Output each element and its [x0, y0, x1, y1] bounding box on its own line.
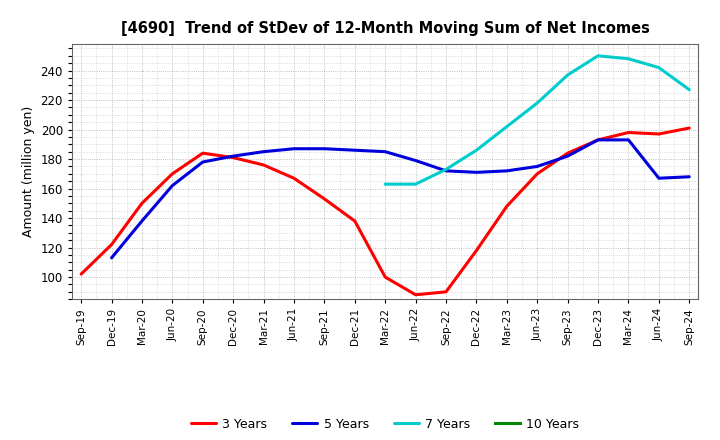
3 Years [381, 275, 390, 280]
7 Years [503, 124, 511, 129]
7 Years [411, 181, 420, 187]
3 Years [472, 248, 481, 253]
7 Years [624, 56, 633, 62]
5 Years [503, 168, 511, 173]
7 Years [563, 72, 572, 77]
5 Years [411, 158, 420, 163]
5 Years [168, 183, 176, 188]
Legend: 3 Years, 5 Years, 7 Years, 10 Years: 3 Years, 5 Years, 7 Years, 10 Years [186, 413, 585, 436]
5 Years [685, 174, 693, 180]
5 Years [472, 170, 481, 175]
3 Years [594, 137, 603, 143]
3 Years [168, 171, 176, 176]
7 Years [654, 65, 663, 70]
3 Years [77, 271, 86, 277]
5 Years [351, 147, 359, 153]
3 Years [503, 204, 511, 209]
5 Years [381, 149, 390, 154]
5 Years [138, 218, 146, 224]
3 Years [411, 292, 420, 297]
3 Years [107, 242, 116, 247]
5 Years [563, 154, 572, 159]
5 Years [107, 255, 116, 260]
3 Years [199, 150, 207, 156]
5 Years [441, 168, 450, 173]
5 Years [229, 154, 238, 159]
7 Years [381, 181, 390, 187]
7 Years [472, 147, 481, 153]
3 Years [441, 289, 450, 294]
7 Years [685, 87, 693, 92]
3 Years [533, 171, 541, 176]
Y-axis label: Amount (million yen): Amount (million yen) [22, 106, 35, 237]
3 Years [563, 150, 572, 156]
5 Years [533, 164, 541, 169]
5 Years [289, 146, 298, 151]
5 Years [654, 176, 663, 181]
3 Years [654, 132, 663, 137]
3 Years [351, 218, 359, 224]
3 Years [138, 201, 146, 206]
Line: 7 Years: 7 Years [385, 56, 689, 184]
5 Years [624, 137, 633, 143]
5 Years [320, 146, 329, 151]
7 Years [533, 100, 541, 106]
3 Years [685, 125, 693, 131]
3 Years [289, 176, 298, 181]
5 Years [259, 149, 268, 154]
5 Years [199, 159, 207, 165]
3 Years [259, 162, 268, 168]
5 Years [594, 137, 603, 143]
7 Years [441, 167, 450, 172]
3 Years [229, 155, 238, 160]
Line: 3 Years: 3 Years [81, 128, 689, 295]
3 Years [320, 196, 329, 202]
7 Years [594, 53, 603, 59]
3 Years [624, 130, 633, 135]
Title: [4690]  Trend of StDev of 12-Month Moving Sum of Net Incomes: [4690] Trend of StDev of 12-Month Moving… [121, 21, 649, 36]
Line: 5 Years: 5 Years [112, 140, 689, 258]
